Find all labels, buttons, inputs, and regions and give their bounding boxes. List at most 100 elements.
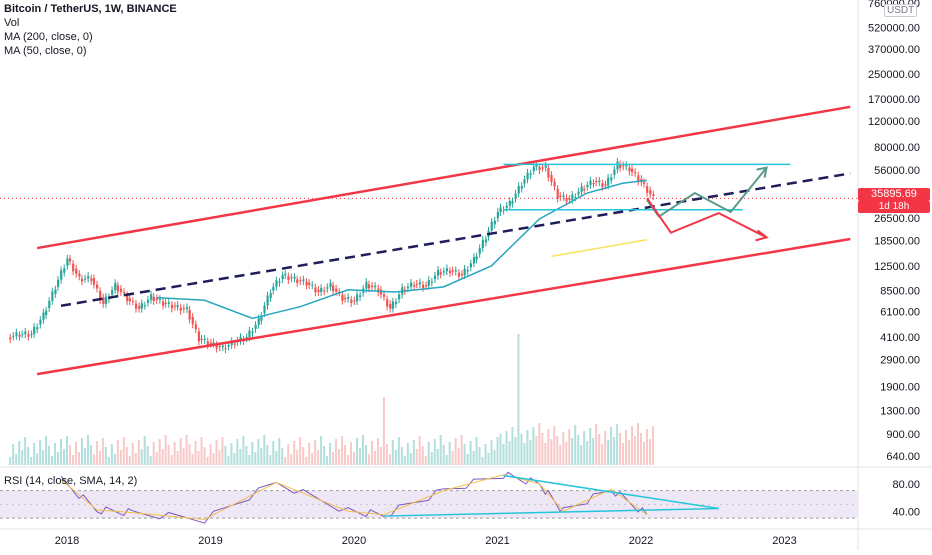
volume-bar: [36, 453, 39, 465]
price-tick-label: 12500.00: [874, 261, 920, 273]
candle-body: [367, 284, 371, 289]
price-tick-label: 640.00: [886, 451, 920, 463]
volume-bar: [421, 446, 424, 465]
candle-body: [642, 182, 646, 184]
candle-body: [589, 180, 592, 185]
candle-body: [553, 181, 556, 187]
candle-body: [239, 337, 242, 341]
candle-body: [335, 288, 338, 292]
candle-body: [535, 164, 538, 167]
candle-body: [63, 268, 66, 273]
candle-body: [206, 341, 209, 346]
volume-bar: [493, 450, 496, 465]
candle-body: [314, 287, 317, 293]
time-tick-label: 2020: [342, 535, 366, 547]
volume-bar: [544, 443, 547, 465]
volume-bar: [517, 334, 520, 465]
volume-bar: [376, 438, 379, 465]
volume-bar: [391, 440, 394, 465]
candle-body: [102, 297, 105, 304]
candles: [9, 157, 655, 354]
volume-bar: [12, 444, 15, 465]
volume-bar: [466, 454, 469, 465]
volume-bar: [39, 440, 42, 465]
candle-body: [379, 289, 383, 295]
volume-bar: [430, 452, 433, 465]
candle-body: [418, 282, 422, 285]
candle-body: [631, 168, 634, 173]
candle-body: [179, 307, 182, 311]
candle-body: [173, 305, 177, 307]
price-tick-label: 1900.00: [880, 381, 920, 393]
volume-bar: [586, 441, 589, 465]
candle-body: [484, 239, 488, 243]
volume-bar: [236, 439, 239, 465]
volume-bar: [143, 436, 146, 465]
candle-body: [410, 282, 413, 287]
currency-label[interactable]: USDT: [884, 4, 918, 17]
volume-bar: [45, 436, 48, 465]
candle-body: [269, 293, 272, 299]
candle-body: [481, 239, 484, 249]
candle-body: [176, 304, 179, 307]
candle-body: [194, 324, 197, 329]
candle-body: [562, 195, 565, 197]
volume-bar: [514, 437, 517, 465]
candle-body: [158, 298, 162, 300]
volume-bar: [308, 443, 311, 465]
volume-bar: [347, 455, 350, 465]
candle-body: [355, 294, 359, 302]
candle-body: [233, 343, 236, 345]
volume-bar: [68, 445, 71, 465]
price-tick-label: 4100.00: [880, 332, 920, 344]
candle-body: [529, 173, 532, 176]
candle-body: [284, 273, 287, 276]
volume-bar: [98, 451, 101, 465]
candle-body: [66, 258, 69, 266]
volume-bar: [125, 447, 128, 465]
candle-body: [308, 282, 311, 286]
current-price-tag: 35895.69: [858, 188, 930, 201]
candle-body: [299, 280, 302, 282]
volume-bar: [478, 447, 481, 465]
candle-body: [272, 286, 275, 291]
candle-body: [646, 186, 649, 193]
candle-body: [469, 263, 473, 268]
candle-body: [48, 300, 51, 308]
volume-bar: [651, 426, 654, 465]
volume-bar: [415, 449, 418, 465]
volume-bar: [119, 450, 122, 465]
volume-bar: [589, 428, 592, 465]
candle-body: [628, 167, 631, 172]
volume-bar: [272, 441, 275, 465]
candle-body: [128, 298, 131, 302]
candle-body: [9, 337, 12, 340]
volume-bar: [409, 453, 412, 465]
candle-body: [126, 295, 129, 302]
candle-body: [478, 248, 481, 254]
candle-body: [347, 297, 350, 299]
candle-body: [538, 167, 541, 170]
candle-body: [92, 278, 96, 285]
candle-body: [386, 299, 389, 307]
volume-bar: [209, 444, 212, 465]
volume-bar: [149, 456, 152, 465]
candle-body: [547, 167, 550, 178]
volume-bar: [580, 445, 583, 465]
candle-body: [257, 318, 260, 325]
price-axis-bg: [858, 0, 932, 550]
candle-body: [511, 201, 514, 204]
volume-bar: [167, 445, 170, 465]
chart-legend: Bitcoin / TetherUS, 1W, BINANCE Vol MA (…: [4, 2, 177, 58]
volume-bar: [92, 454, 95, 465]
candle-body: [565, 197, 568, 202]
volume-bar: [427, 442, 430, 465]
volume-bar: [335, 439, 338, 465]
candle-body: [143, 305, 147, 307]
volume-bar: [508, 441, 511, 465]
channel-lower-line: [36, 237, 851, 376]
volume-bar: [284, 457, 287, 465]
candle-body: [359, 295, 362, 297]
